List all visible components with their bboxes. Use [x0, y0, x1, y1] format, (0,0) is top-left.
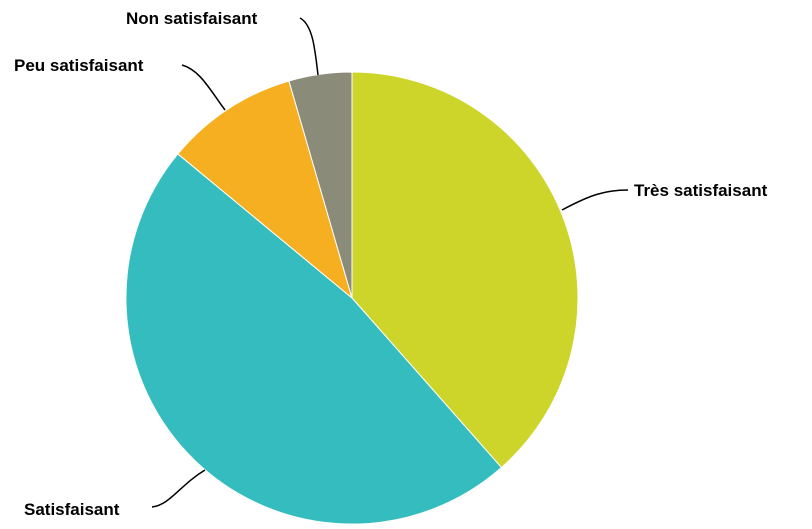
leader-line-non-satisfaisant — [299, 17, 319, 76]
leader-line-peu-satisfaisant — [181, 64, 226, 111]
leader-line-tres-satisfaisant — [561, 189, 629, 211]
pie-slice-peu-satisfaisant — [177, 80, 353, 300]
slice-labels: Très satisfaisant Satisfaisant Peu satis… — [14, 9, 768, 519]
pie-slice-satisfaisant — [125, 153, 503, 525]
label-peu-satisfaisant: Peu satisfaisant — [14, 56, 144, 75]
label-satisfaisant: Satisfaisant — [24, 500, 120, 519]
label-non-satisfaisant: Non satisfaisant — [126, 9, 258, 28]
leader-lines — [151, 17, 629, 508]
pie-slice-non-satisfaisant — [288, 71, 353, 299]
leader-line-satisfaisant — [151, 469, 206, 508]
label-tres-satisfaisant: Très satisfaisant — [634, 181, 768, 200]
pie-slice-tres-satisfaisant — [351, 71, 579, 469]
pie-slices — [125, 71, 579, 525]
